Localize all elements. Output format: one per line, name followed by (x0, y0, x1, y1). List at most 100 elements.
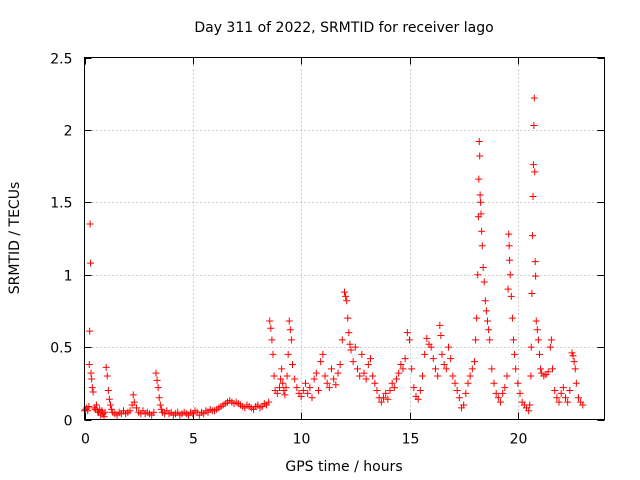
data-point (455, 394, 463, 402)
data-point (551, 387, 559, 395)
data-point (530, 122, 538, 130)
data-point (395, 369, 403, 377)
data-point (564, 398, 572, 406)
data-point (570, 358, 578, 366)
data-point (397, 360, 405, 368)
data-point (88, 375, 96, 383)
data-point (514, 379, 522, 387)
x-tick-label: 15 (402, 432, 420, 448)
data-point (287, 336, 295, 344)
data-point (384, 395, 392, 403)
data-point (369, 372, 377, 380)
data-point (568, 349, 576, 357)
data-point (508, 314, 516, 322)
data-point (506, 256, 514, 264)
data-point (474, 271, 482, 279)
x-tick-label: 10 (293, 432, 311, 448)
data-point (572, 379, 580, 387)
data-point (476, 191, 484, 199)
data-point (299, 387, 307, 395)
data-point (319, 350, 327, 358)
data-point (546, 343, 554, 351)
data-point (367, 355, 374, 363)
data-point (510, 336, 517, 344)
data-point (537, 365, 545, 373)
data-point (419, 372, 426, 380)
data-point (504, 285, 512, 293)
data-point (102, 363, 110, 371)
data-point (464, 379, 472, 387)
data-point (497, 398, 504, 406)
data-point (293, 384, 301, 392)
data-point (438, 350, 446, 358)
y-tick-label: 0.5 (50, 341, 72, 357)
data-point (478, 227, 486, 235)
data-points (81, 94, 587, 421)
data-point (549, 365, 556, 373)
data-point (423, 334, 431, 342)
data-point (534, 336, 542, 344)
data-point (356, 372, 364, 380)
data-point (341, 288, 348, 296)
data-point (336, 360, 344, 368)
data-point (98, 407, 106, 415)
data-point (291, 375, 299, 383)
data-point (529, 193, 537, 201)
data-point (325, 384, 333, 392)
data-point (330, 375, 338, 383)
data-point (507, 292, 515, 300)
data-point (533, 326, 541, 334)
y-tick-label: 0 (64, 414, 73, 430)
data-point (449, 372, 457, 380)
data-point (323, 379, 331, 387)
data-point (105, 395, 113, 403)
data-point (525, 407, 533, 415)
data-point (362, 375, 370, 383)
data-point (100, 413, 108, 421)
data-point (380, 394, 387, 402)
data-point (364, 360, 372, 368)
data-point (267, 324, 275, 332)
data-point (505, 230, 513, 238)
data-point (529, 232, 537, 240)
data-point (453, 387, 461, 395)
data-point (154, 384, 162, 392)
data-point (87, 259, 95, 267)
data-point (343, 297, 351, 305)
data-point (460, 401, 468, 409)
x-axis-label: GPS time / hours (285, 459, 402, 475)
data-point (344, 314, 352, 322)
data-point (516, 389, 524, 397)
data-point (512, 365, 520, 373)
data-point (277, 375, 285, 383)
data-point (308, 394, 316, 402)
data-point (306, 384, 314, 392)
data-point (553, 394, 561, 402)
data-point (484, 317, 491, 325)
data-point (471, 358, 478, 366)
data-point (345, 329, 353, 337)
data-point (276, 384, 283, 392)
data-point (499, 389, 507, 397)
data-point (351, 343, 359, 351)
data-point (265, 398, 273, 406)
data-point (494, 394, 502, 402)
data-point (475, 137, 483, 145)
y-tick-label: 1.5 (50, 196, 72, 212)
data-point (382, 389, 390, 397)
data-point (505, 242, 513, 250)
data-point (334, 369, 342, 377)
data-point (503, 372, 511, 380)
data-point (317, 358, 325, 366)
data-point (410, 384, 418, 392)
data-point (285, 317, 293, 325)
data-point (270, 372, 278, 380)
data-point (377, 398, 385, 406)
data-point (403, 329, 411, 337)
data-point (304, 389, 312, 397)
data-point (89, 388, 97, 396)
data-point (531, 258, 539, 266)
data-point (506, 271, 514, 279)
data-point (479, 263, 487, 271)
data-point (468, 365, 476, 373)
